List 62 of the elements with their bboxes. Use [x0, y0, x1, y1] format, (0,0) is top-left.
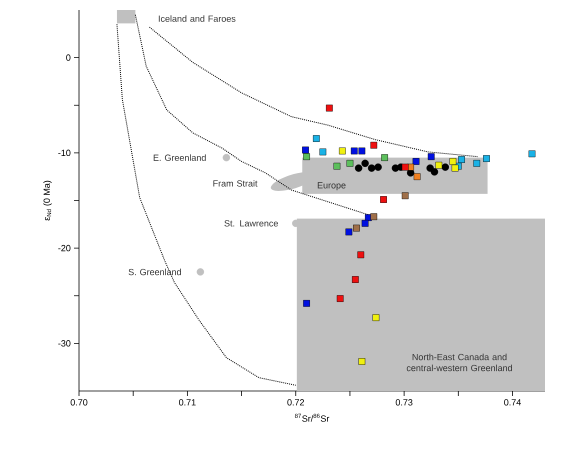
point [196, 268, 204, 276]
point [350, 148, 358, 154]
point [435, 162, 442, 169]
point [528, 150, 536, 158]
annotation: St. Lawrence [224, 220, 278, 227]
point [473, 160, 480, 167]
point [361, 160, 369, 168]
annotation: E. Greenland [154, 154, 206, 161]
point [412, 158, 420, 165]
point [303, 153, 310, 160]
x-tick-label: 0.71 [179, 399, 196, 406]
point [452, 164, 458, 172]
point [302, 146, 309, 154]
annotation: S. Greenland [128, 268, 181, 276]
y-axis-title: ε$_{Nd}$ (0 Ma) [43, 180, 52, 220]
point [338, 148, 346, 154]
point [402, 164, 409, 171]
point [430, 168, 438, 176]
point [449, 158, 456, 165]
annotation: North-East Canada and central-western Greenland [406, 354, 512, 372]
point [358, 148, 366, 154]
point [428, 153, 435, 160]
point [380, 196, 387, 203]
point [370, 142, 378, 149]
x-axis-title: $^{87}$Sr/$^{86}$Sr [294, 414, 330, 422]
x-tick-label: 0.74 [504, 399, 521, 406]
point [458, 156, 465, 163]
annotation: Fram Strait [213, 180, 258, 187]
point [354, 164, 362, 172]
y-tick-label: -30 [58, 340, 70, 347]
x-tick-label: 0.73 [396, 399, 412, 406]
point [303, 300, 310, 307]
point [319, 148, 326, 156]
point [352, 276, 359, 283]
point [357, 251, 364, 258]
point [442, 163, 450, 171]
point [368, 164, 376, 172]
point [345, 228, 352, 236]
y-tick-label: 0 [66, 54, 70, 61]
point [362, 220, 369, 227]
x-tick-label: 0.72 [287, 399, 304, 406]
point [336, 295, 344, 302]
point [346, 160, 354, 167]
annotation: Iceland and Faroes [158, 15, 236, 22]
point [414, 173, 421, 180]
point [334, 162, 340, 170]
point [326, 104, 333, 112]
point [483, 155, 490, 162]
x-tick-label: 0.70 [70, 399, 88, 406]
point [358, 358, 366, 365]
point [372, 314, 380, 322]
point [222, 154, 230, 162]
point [370, 213, 378, 220]
y-tick-label: -10 [58, 150, 70, 156]
point [381, 154, 388, 162]
point [402, 192, 409, 200]
point [353, 224, 360, 232]
annotation: Europe [318, 182, 346, 190]
point [426, 164, 434, 172]
point [374, 163, 382, 171]
y-tick-label: -20 [58, 244, 70, 252]
point [312, 135, 320, 142]
